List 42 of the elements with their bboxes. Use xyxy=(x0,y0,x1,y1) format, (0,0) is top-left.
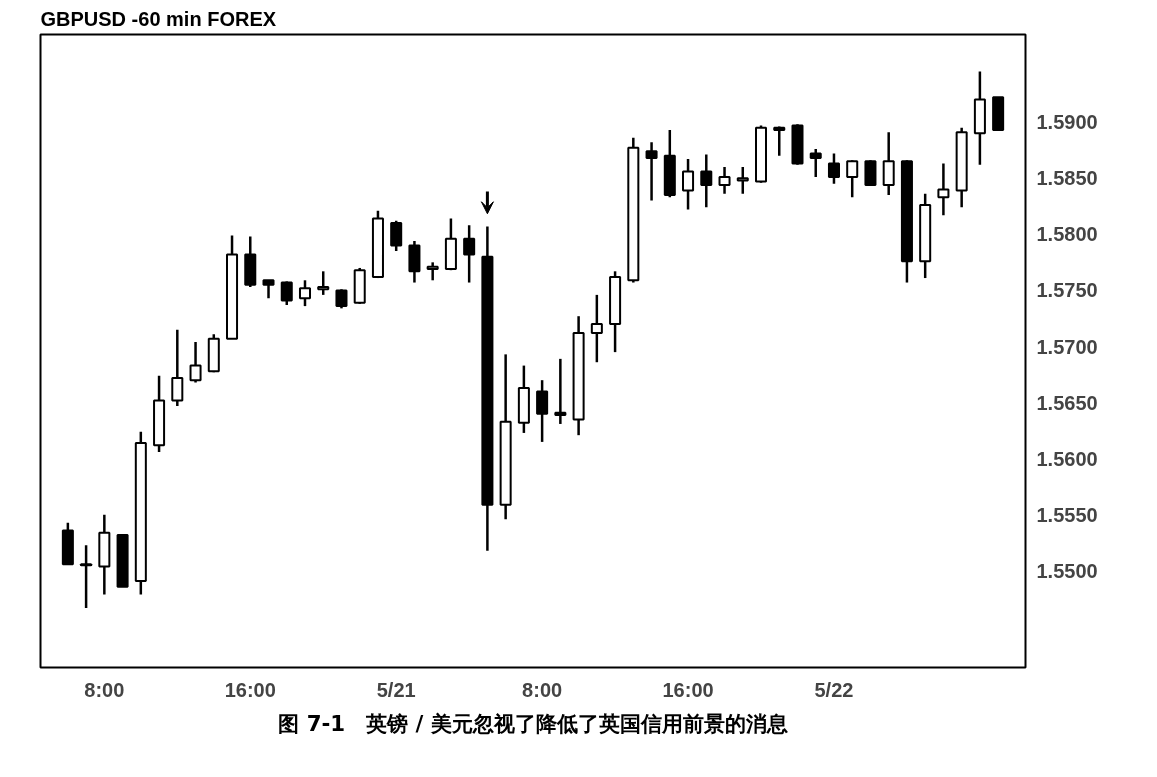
candlestick xyxy=(809,147,822,179)
y-tick-label: 1.5600 xyxy=(1036,447,1098,470)
candlestick xyxy=(298,279,312,308)
candlestick xyxy=(390,219,403,253)
candlestick xyxy=(718,165,731,196)
candlestick xyxy=(682,157,695,211)
candlestick xyxy=(280,280,293,307)
candlestick xyxy=(554,357,567,426)
candlestick xyxy=(426,261,439,282)
candlestick xyxy=(773,125,786,157)
candlestick xyxy=(536,378,549,444)
candlestick xyxy=(736,165,749,196)
candlestick xyxy=(171,328,184,408)
y-tick-label: 1.5550 xyxy=(1036,503,1098,526)
chart-title: GBPUSD -60 min FOREX xyxy=(40,7,277,30)
y-tick-label: 1.5900 xyxy=(1036,111,1098,134)
y-tick-label: 1.5700 xyxy=(1036,335,1098,358)
y-tick-label: 1.5500 xyxy=(1036,559,1098,582)
y-tick-label: 1.5750 xyxy=(1036,279,1098,302)
candlestick xyxy=(864,158,877,188)
candlestick xyxy=(317,270,330,297)
candlestick xyxy=(463,224,476,284)
x-tick-label: 8:00 xyxy=(522,678,563,701)
x-tick-label: 8:00 xyxy=(84,678,125,701)
candlestick xyxy=(645,140,658,202)
y-tick-label: 1.5850 xyxy=(1036,167,1098,190)
x-tick-label: 5/22 xyxy=(814,678,854,701)
candlestick xyxy=(700,153,713,209)
candlestick xyxy=(335,288,348,310)
x-tick-label: 16:00 xyxy=(224,678,276,701)
candlestick xyxy=(827,152,840,186)
y-tick-label: 1.5650 xyxy=(1036,391,1098,414)
candlestick xyxy=(846,158,859,199)
candlestick xyxy=(937,162,950,217)
candlestick xyxy=(80,543,93,610)
x-tick-label: 5/21 xyxy=(376,678,416,701)
candlestick xyxy=(189,340,202,384)
caption: 图 7-1 英镑 / 美元忽视了降低了英国信用前景的消息 xyxy=(278,710,788,736)
y-tick-label: 1.5800 xyxy=(1036,223,1098,246)
x-tick-label: 16:00 xyxy=(662,678,714,701)
candlestick xyxy=(590,293,603,364)
candlestick xyxy=(882,130,895,197)
